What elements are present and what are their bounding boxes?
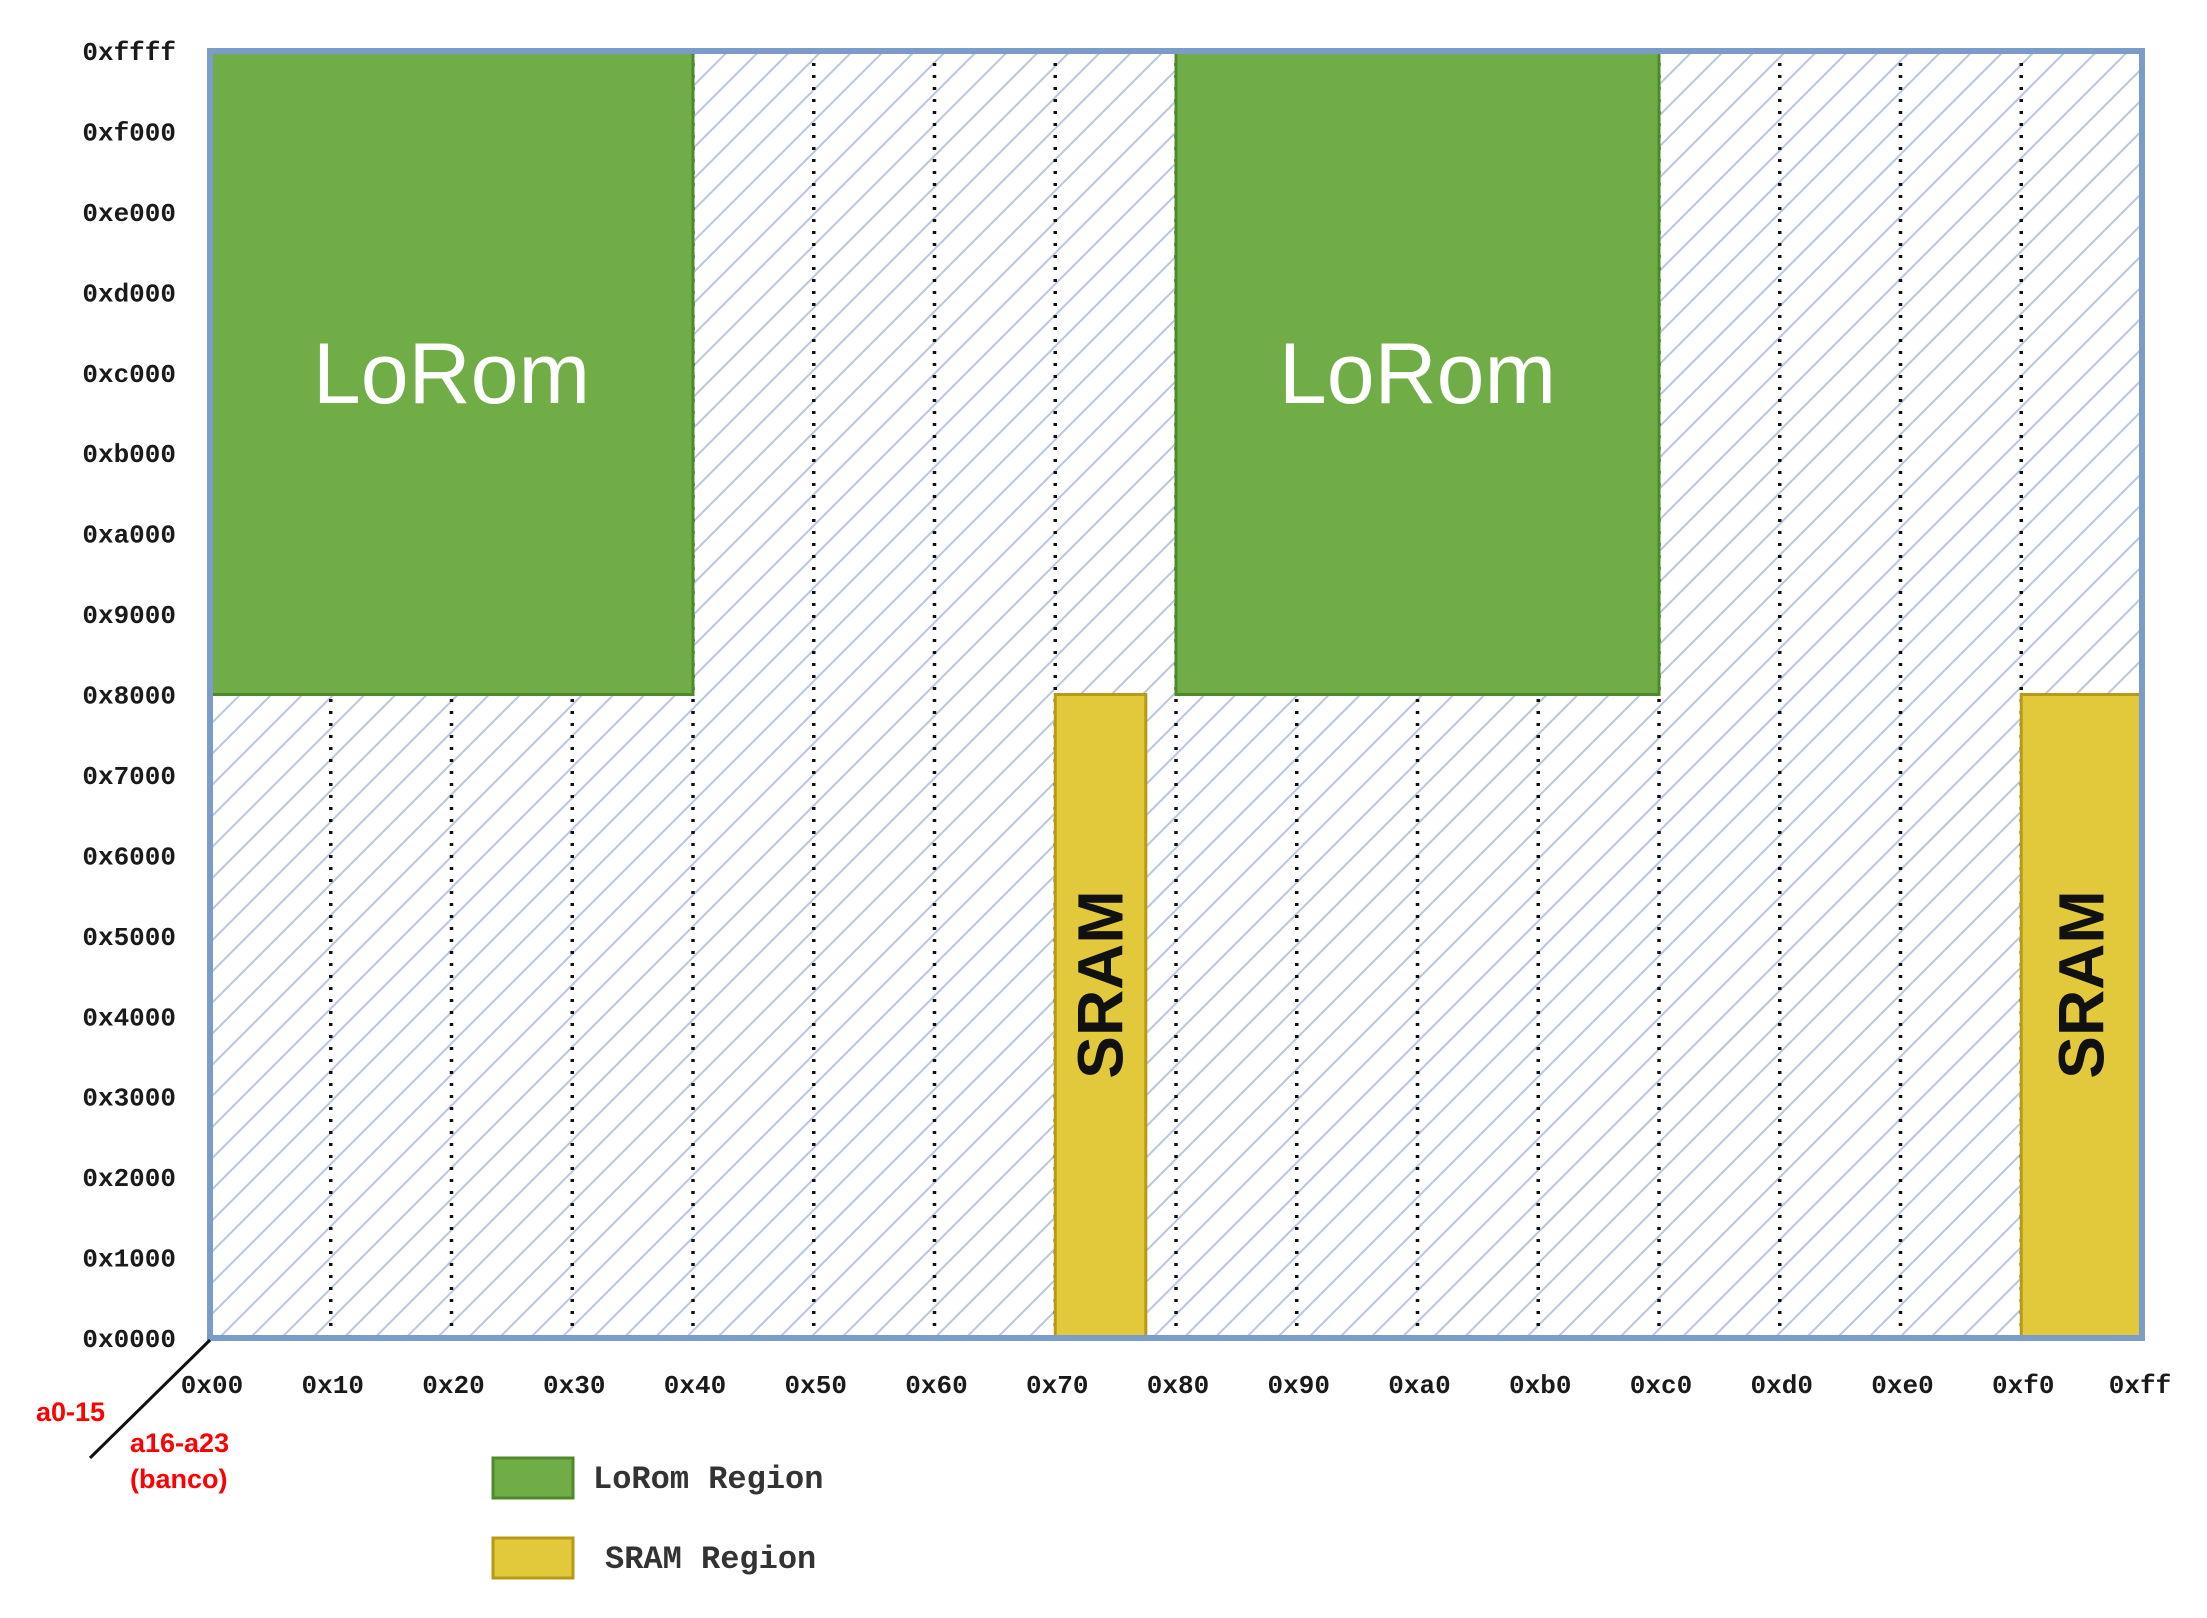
lorom-region-box (1174, 49, 1661, 696)
address-tick-label: 0x1000 (82, 1245, 176, 1275)
address-tick-labels: 0x0000 0x1000 0x2000 0x3000 0x4000 0x5000 0x60… (82, 38, 176, 1355)
bank-axis-label-line1: a16-a23 (130, 1428, 229, 1458)
legend: LoRom Region SRAM Region (491, 1456, 823, 1580)
lorom-region: LoRom (208, 49, 695, 696)
bank-tick-label: 0xa0 (1388, 1371, 1450, 1401)
sram-region: SRAM (1053, 693, 1148, 1340)
sram-region-box (2019, 693, 2144, 1340)
lorom-region-label: LoRom (313, 326, 590, 422)
address-tick-label: 0x9000 (82, 601, 176, 631)
sram-region-label: SRAM (1065, 890, 1137, 1078)
bank-tick-label: 0x20 (422, 1371, 484, 1401)
bank-tick-label: 0xd0 (1751, 1371, 1813, 1401)
bank-tick-label: 0xf0 (1992, 1371, 2054, 1401)
bank-tick-label: 0xc0 (1630, 1371, 1692, 1401)
legend-swatch-sram (491, 1536, 575, 1580)
address-tick-label: 0x6000 (82, 842, 176, 872)
bank-tick-label: 0xb0 (1509, 1371, 1571, 1401)
legend-label-sram: SRAM Region (605, 1541, 816, 1578)
address-tick-label: 0x3000 (82, 1084, 176, 1114)
bank-tick-label: 0x90 (1268, 1371, 1330, 1401)
lorom-region-label: LoRom (1279, 326, 1556, 422)
bank-tick-label: 0x60 (905, 1371, 967, 1401)
memory-regions: LoRom LoRom SRAM SRAM (208, 49, 2144, 1340)
bank-tick-label: 0xff (2109, 1371, 2171, 1401)
bank-tick-label: 0x80 (1147, 1371, 1209, 1401)
address-tick-label: 0x7000 (82, 762, 176, 792)
legend-swatch-lorom (491, 1456, 575, 1500)
bank-axis-label-line2: (banco) (130, 1464, 228, 1494)
axis-corner-diagonal (88, 1338, 212, 1460)
bank-tick-label: 0x50 (785, 1371, 847, 1401)
bank-tick-label: 0x70 (1026, 1371, 1088, 1401)
address-tick-label: 0xffff (82, 38, 176, 68)
sram-region: SRAM (2019, 693, 2144, 1340)
bank-tick-label: 0x10 (302, 1371, 364, 1401)
address-tick-label: 0xb000 (82, 440, 176, 470)
legend-label-lorom: LoRom Region (593, 1461, 823, 1498)
map-frame (207, 48, 2145, 1341)
lorom-region-box (208, 49, 695, 696)
address-tick-label: 0x5000 (82, 923, 176, 953)
address-tick-label: 0xa000 (82, 521, 176, 551)
sram-region-label: SRAM (2046, 890, 2118, 1078)
address-axis-label: a0-15 (36, 1397, 105, 1427)
address-tick-label: 0x8000 (82, 682, 176, 712)
address-tick-label: 0x4000 (82, 1003, 176, 1033)
address-tick-label: 0xc000 (82, 360, 176, 390)
bank-tick-label: 0x40 (664, 1371, 726, 1401)
address-tick-label: 0x2000 (82, 1164, 176, 1194)
bank-tick-labels: 0x00 0x10 0x20 0x30 0x40 0x50 0x60 0x70 0x80 0x90… (181, 1371, 2171, 1401)
bank-tick-label: 0xe0 (1871, 1371, 1933, 1401)
address-tick-label: 0xd000 (82, 279, 176, 309)
bank-tick-label: 0x00 (181, 1371, 243, 1401)
lorom-region: LoRom (1174, 49, 1661, 696)
address-tick-label: 0x0000 (82, 1325, 176, 1355)
address-tick-label: 0xf000 (82, 118, 176, 148)
bank-tick-label: 0x30 (543, 1371, 605, 1401)
address-tick-label: 0xe000 (82, 199, 176, 229)
